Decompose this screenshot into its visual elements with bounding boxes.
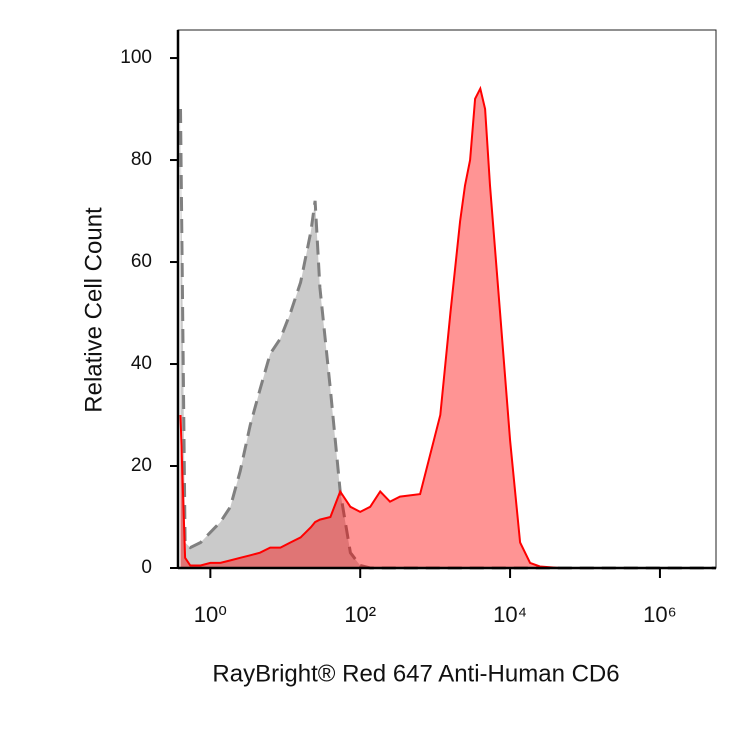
x-tick-label: 10⁶ xyxy=(643,602,677,627)
area-fill xyxy=(180,88,716,568)
y-tick-label: 80 xyxy=(131,149,152,170)
y-tick-label: 0 xyxy=(141,557,152,578)
y-tick-label: 100 xyxy=(120,47,152,68)
y-tick-label: 40 xyxy=(131,353,152,374)
x-tick-label: 10⁰ xyxy=(194,602,227,627)
area-outline xyxy=(179,85,716,569)
x-tick-label: 10² xyxy=(344,602,376,627)
y-axis-label: Relative Cell Count xyxy=(80,207,107,413)
area-fill xyxy=(180,109,716,568)
x-tick-label: 10⁴ xyxy=(493,602,527,627)
y-tick-label: 20 xyxy=(131,455,152,476)
y-tick-label: 60 xyxy=(131,251,152,272)
x-axis-label: RayBright® Red 647 Anti-Human CD6 xyxy=(212,660,619,687)
